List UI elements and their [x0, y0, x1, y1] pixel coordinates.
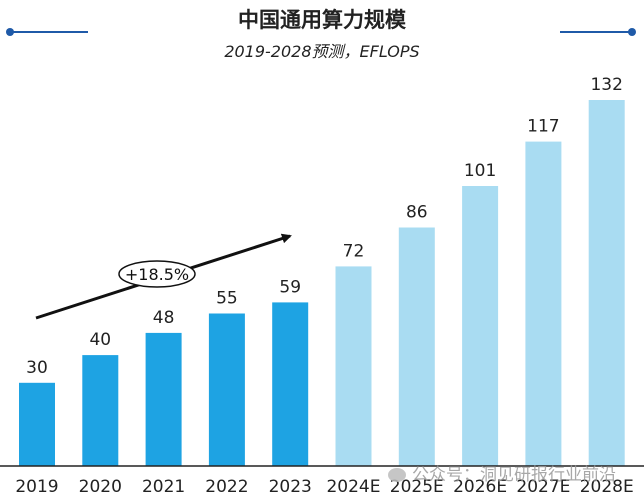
watermark-text: 公众号：洞见研报行业前沿: [412, 465, 616, 485]
x-tick-label-2023: 2023: [269, 477, 312, 497]
chart-title: 中国通用算力规模: [238, 8, 406, 32]
x-tick-label-2020: 2020: [79, 477, 122, 497]
x-tick-label-2028E: 2028E: [580, 477, 634, 497]
x-tick-label-2022: 2022: [205, 477, 248, 497]
data-label-2028E: 132: [590, 75, 622, 95]
x-tick-label-2025E: 2025E: [390, 477, 444, 497]
chart-subtitle: 2019-2028预测，EFLOPS: [224, 42, 420, 61]
data-label-2026E: 101: [464, 161, 496, 181]
bar-2027E: [525, 141, 562, 466]
bar-2023: [272, 302, 309, 466]
watermark: 公众号：洞见研报行业前沿: [388, 460, 616, 485]
data-label-2024E: 72: [343, 241, 365, 261]
x-tick-label-2019: 2019: [15, 477, 58, 497]
cagr-annotation: +18.5%: [125, 265, 189, 284]
x-tick-label-2026E: 2026E: [453, 477, 507, 497]
data-label-2021: 48: [153, 308, 175, 328]
bar-2019: [19, 382, 55, 466]
bar-2025E: [398, 227, 435, 466]
cagr-badge-outline: [118, 260, 196, 288]
x-tick-label-2021: 2021: [142, 477, 185, 497]
left-deco-line: [10, 31, 88, 33]
bar-2021: [145, 332, 182, 466]
wechat-icon: [388, 468, 406, 482]
x-tick-label-2024E: 2024E: [326, 477, 380, 497]
data-label-2025E: 86: [406, 203, 428, 223]
bar-2022: [208, 313, 245, 466]
data-label-2023: 59: [279, 277, 301, 297]
bar-2028E: [588, 100, 625, 466]
data-label-2022: 55: [216, 289, 238, 309]
data-label-2020: 40: [89, 330, 111, 350]
right-deco-line: [560, 31, 632, 33]
bar-2024E: [335, 266, 372, 466]
x-tick-label-2027E: 2027E: [516, 477, 570, 497]
bar-2020: [82, 355, 119, 466]
data-label-2027E: 117: [527, 117, 559, 137]
data-label-2019: 30: [26, 358, 48, 378]
right-deco-dot: [628, 28, 636, 36]
bar-2026E: [462, 186, 499, 466]
